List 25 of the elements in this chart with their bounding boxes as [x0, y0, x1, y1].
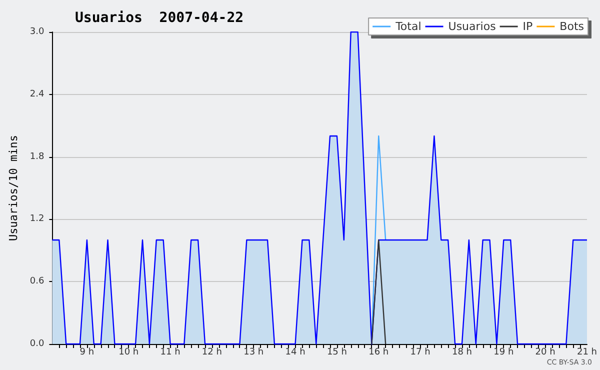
x-tick-label: 13 h [244, 348, 264, 358]
x-tick-label: 19 h [494, 348, 514, 358]
x-tick-label: 14 h [285, 348, 306, 358]
y-tick-label: 0.0 [30, 339, 44, 349]
y-tick-label: 3.0 [30, 27, 44, 37]
legend-label: Usuarios [448, 20, 496, 33]
legend-label: IP [522, 20, 534, 33]
x-tick-label: 16 h [368, 348, 389, 358]
y-tick-label: 2.4 [30, 89, 44, 100]
x-tick-label: 12 h [202, 348, 222, 358]
x-tick-label: 11 h [160, 348, 180, 358]
x-tick-label: 9 h [80, 348, 94, 358]
x-tick-label: 20 h [535, 348, 556, 358]
chart-title: Usuarios 2007-04-22 [75, 10, 244, 26]
y-tick-label: 0.6 [30, 276, 44, 287]
x-tick-label: 17 h [410, 348, 430, 358]
legend-label: Total [394, 20, 422, 33]
legend-label: Bots [560, 20, 584, 33]
x-tick-label: 21 h [576, 348, 598, 358]
y-axis-title: Usuarios/10 mins [7, 135, 20, 241]
x-tick-label: 15 h [326, 348, 347, 358]
y-tick-label: 1.2 [30, 214, 44, 224]
y-tick-label: 1.8 [30, 152, 44, 162]
x-tick-label: 10 h [118, 348, 139, 358]
x-tick-label: 18 h [452, 348, 472, 358]
